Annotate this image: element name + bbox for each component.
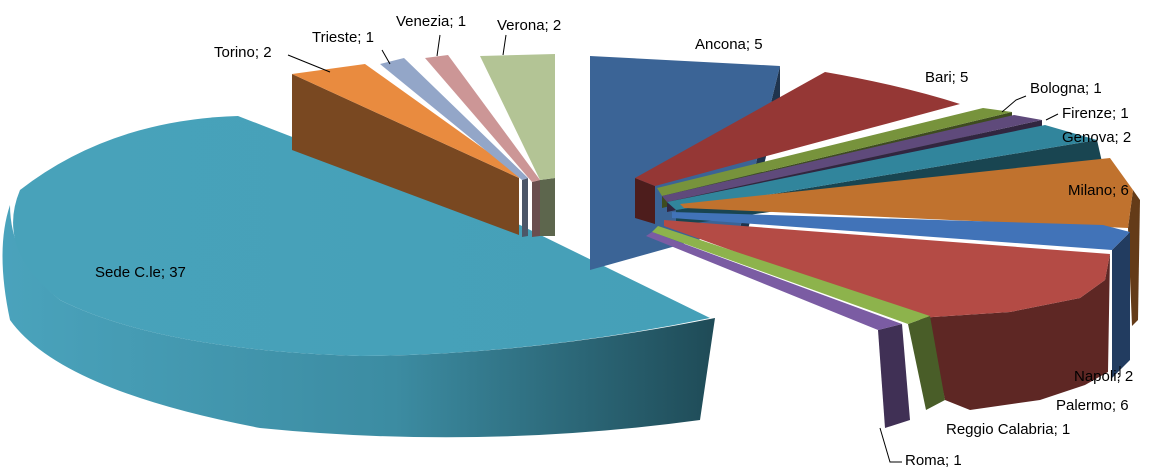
leader-line-venezia: [436, 34, 441, 57]
leader-line-trieste: [381, 49, 391, 65]
slice-side-reggio-calabria: [908, 316, 945, 410]
data-label-torino: Torino; 2: [214, 44, 272, 61]
slice-side-verona: [540, 178, 555, 236]
slice-top-genova: [667, 125, 1097, 210]
slice-sede-c-le: [2, 116, 715, 438]
slice-top-firenze: [662, 115, 1042, 202]
leader-line-verona: [502, 34, 507, 56]
data-label-trieste: Trieste; 1: [312, 29, 374, 46]
data-label-firenze: Firenze; 1: [1062, 105, 1129, 122]
data-label-roma: Roma; 1: [905, 452, 962, 467]
data-label-bari: Bari; 5: [925, 69, 968, 86]
slice-verona: [480, 54, 555, 236]
slice-side-palermo: [664, 226, 1110, 410]
slice-top-verona: [480, 54, 555, 180]
data-label-reggio-calabria: Reggio Calabria; 1: [946, 421, 1070, 438]
data-label-milano: Milano; 6: [1068, 182, 1129, 199]
data-label-ancona: Ancona; 5: [695, 36, 763, 53]
slice-top-milano: [680, 158, 1133, 228]
slice-side-venezia: [532, 180, 540, 237]
slice-milano: [680, 158, 1140, 326]
slice-venezia: [425, 55, 540, 237]
labels-layer: Ancona; 5 Bari; 5 Bologna; 1 Firenze; 1 Geno…: [95, 13, 1133, 467]
slice-side-torino: [292, 74, 519, 235]
data-label-genova: Genova; 2: [1062, 129, 1131, 146]
leader-line-bologna: [1001, 95, 1027, 113]
slice-top-palermo: [664, 220, 1110, 318]
slice-top-reggio-calabria: [652, 226, 930, 324]
leader-line-torino: [287, 54, 331, 73]
slice-side-roma: [878, 324, 910, 428]
slice-palermo: [664, 220, 1110, 410]
slice-side-napoli: [1112, 232, 1130, 378]
slice-side-milano: [1128, 190, 1140, 326]
data-label-palermo: Palermo; 6: [1056, 397, 1129, 414]
slice-top-napoli: [672, 212, 1130, 250]
slice-napoli: [672, 212, 1130, 378]
slice-side-trieste: [522, 178, 528, 237]
slice-side-bari: [635, 178, 655, 224]
slice-reggio-calabria: [652, 226, 945, 410]
leader-line-napoli: [1117, 366, 1121, 379]
slice-top-torino: [292, 64, 519, 178]
slice-top-venezia: [425, 55, 540, 182]
slice-top-sede-c-le: [13, 116, 711, 356]
leader-line-roma: [879, 427, 902, 463]
data-label-verona: Verona; 2: [497, 17, 561, 34]
slice-top-bari: [635, 72, 960, 186]
data-label-sede-c-le: Sede C.le; 37: [95, 264, 186, 281]
slice-bari: [635, 72, 960, 224]
slice-top-trieste: [380, 58, 528, 180]
data-label-venezia: Venezia; 1: [396, 13, 466, 30]
slice-side-sede-c-le: [2, 205, 715, 438]
slice-torino: [292, 64, 519, 235]
slices-layer: [2, 54, 1140, 438]
data-label-napoli: Napoli; 2: [1074, 368, 1133, 385]
slice-top-roma: [646, 232, 902, 330]
data-label-bologna: Bologna; 1: [1030, 80, 1102, 97]
leader-line-firenze: [1045, 113, 1059, 121]
slice-top-bologna: [657, 108, 1012, 196]
slice-roma: [646, 232, 910, 428]
slice-trieste: [380, 58, 528, 237]
